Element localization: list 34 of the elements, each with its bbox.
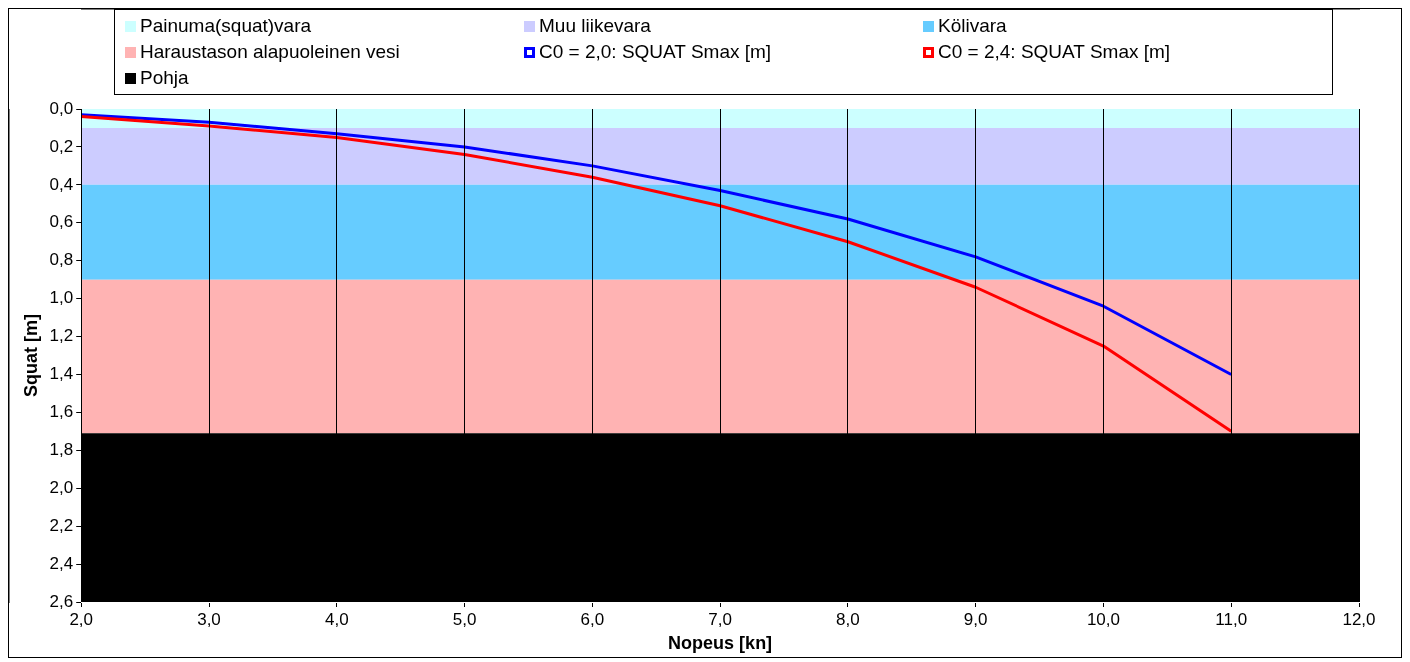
y-tick-label: 0,2 [49, 136, 74, 156]
x-tick-label: 10,0 [1086, 609, 1120, 629]
legend-label: Painuma(squat)vara [140, 15, 312, 37]
x-tick-label: 4,0 [324, 609, 349, 629]
y-tick-label: 2,2 [49, 515, 74, 535]
y-tick-label: 2,4 [49, 553, 74, 573]
legend-label: Muu liikevara [539, 15, 651, 37]
x-tick-label: 7,0 [708, 609, 732, 629]
y-tick-label: 2,6 [49, 591, 74, 611]
legend-label: C0 = 2,4: SQUAT Smax [m] [938, 41, 1171, 63]
legend-label: Kölivara [938, 15, 1007, 37]
y-tick-label: 1,4 [49, 364, 74, 384]
x-tick-label: 8,0 [836, 609, 860, 629]
x-axis-title: Nopeus [kn] [668, 633, 773, 654]
x-tick-label: 11,0 [1215, 609, 1248, 629]
y-tick-label: 0,4 [49, 174, 74, 194]
y-tick-label: 1,2 [49, 326, 74, 346]
y-tick-label: 0,8 [49, 250, 74, 270]
legend-label: C0 = 2,0: SQUAT Smax [m] [539, 41, 772, 63]
y-tick-label: 1,6 [49, 402, 74, 422]
y-axis-title: Squat [m] [20, 314, 41, 397]
x-tick-label: 2,0 [69, 609, 94, 629]
y-tick-label: 1,0 [49, 288, 74, 308]
legend-label: Pohja [140, 67, 189, 89]
legend-label: Haraustason alapuoleinen vesi [140, 41, 400, 63]
y-tick-label: 0,6 [49, 212, 74, 232]
x-tick-label: 3,0 [197, 609, 221, 629]
y-tick-label: 1,8 [49, 440, 74, 459]
y-tick-label: 2,0 [49, 477, 74, 497]
x-tick-label: 9,0 [963, 609, 988, 629]
x-tick-label: 6,0 [580, 609, 605, 629]
x-tick-label: 5,0 [452, 609, 477, 629]
x-tick-label: 12,0 [1342, 609, 1376, 629]
y-tick-label: 0,0 [49, 98, 74, 118]
